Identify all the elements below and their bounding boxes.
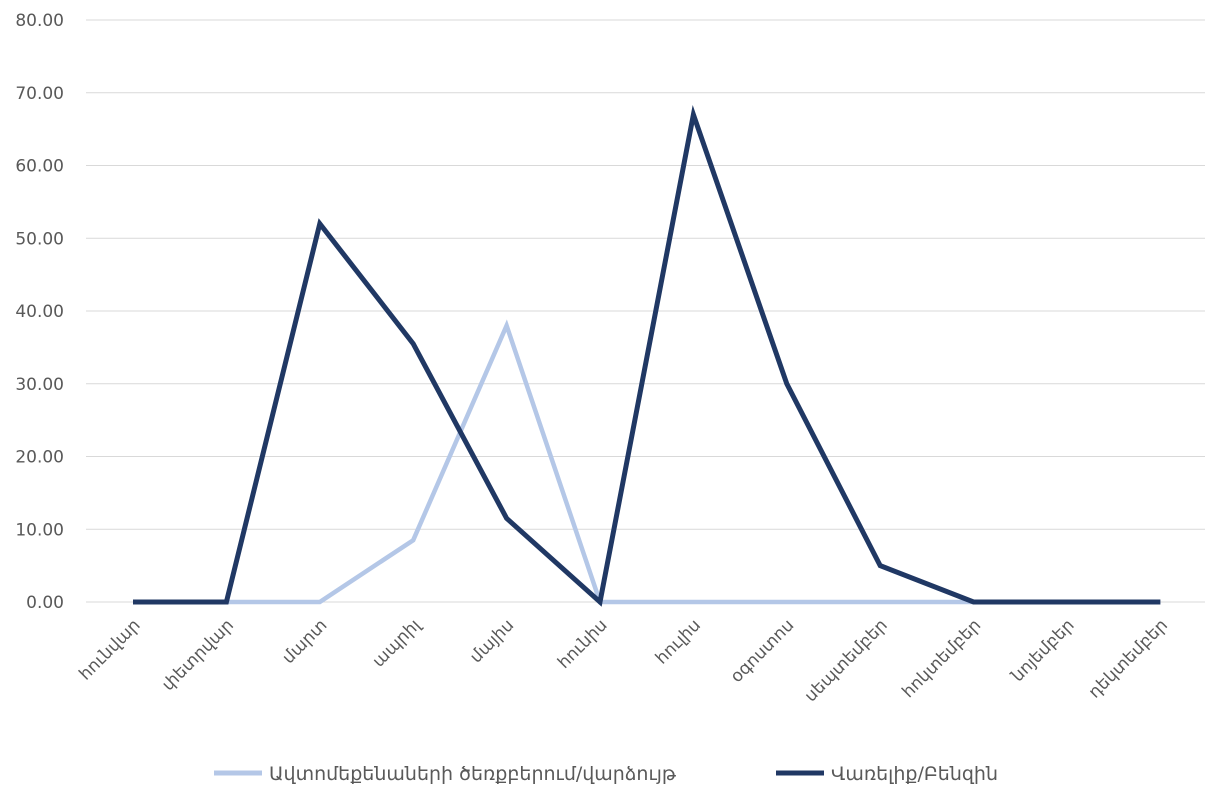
y-tick-label: 30.00 [15,375,64,395]
x-tick-label: սեպտեմբեր [801,615,892,706]
y-tick-label: 20.00 [15,448,64,468]
y-tick-label: 80.00 [15,11,64,31]
y-tick-label: 40.00 [15,302,64,322]
x-tick-label: նոյեմբեր [1007,615,1078,686]
x-tick-label: հոկտեմբեր [898,615,985,702]
y-tick-label: 0.00 [26,593,64,613]
y-tick-label: 60.00 [15,157,64,177]
legend: Ավտոմեքենաների ծեռքբերում/վարձույթ Վառելի… [214,763,998,785]
legend-label-2: Վառելիք/Բենզին [831,763,998,785]
y-tick-label: 70.00 [15,84,64,104]
y-axis-ticks: 0.00 10.00 20.00 30.00 40.00 50.00 60.00 70.00 8… [15,11,64,613]
y-tick-label: 50.00 [15,229,64,249]
x-tick-label: հուլիս [652,615,705,668]
y-tick-label: 10.00 [15,520,64,540]
gridlines [86,20,1205,602]
x-tick-label: ապրիլ [369,614,426,671]
legend-label-1: Ավտոմեքենաների ծեռքբերում/վարձույթ [269,763,677,785]
x-tick-label: մայիս [466,615,518,667]
x-tick-label: հունվար [75,615,144,684]
x-tick-label: մարտ [279,615,332,668]
x-tick-label: փետրվար [158,615,238,695]
x-tick-label: օգոստոս [727,615,799,687]
x-tick-label: հունիս [554,615,611,672]
x-tick-label: դեկտեմբեր [1085,615,1172,702]
